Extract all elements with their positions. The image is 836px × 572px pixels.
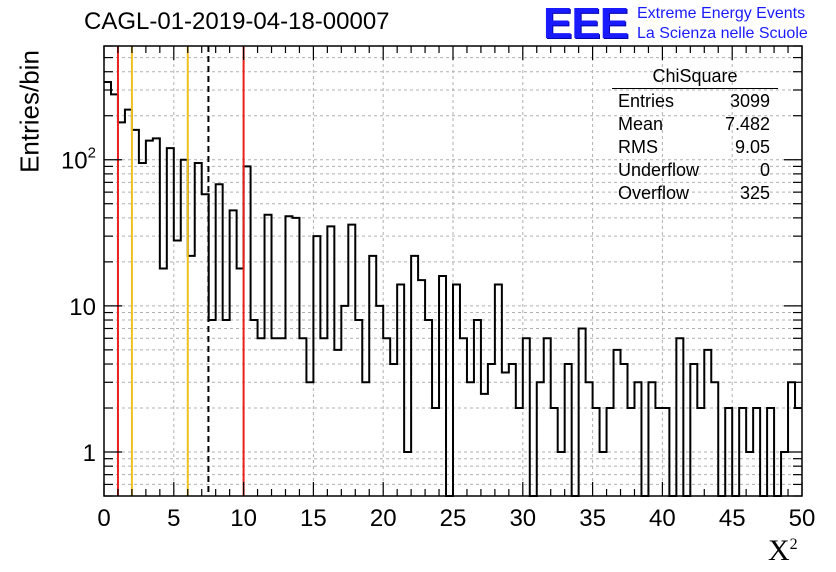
x-tick-label: 20	[370, 505, 397, 532]
y-tick-label: 10	[69, 294, 96, 321]
stats-row: RMS 9.05	[612, 136, 778, 159]
stats-label: Underflow	[618, 160, 700, 180]
x-tick-label: 35	[579, 505, 606, 532]
x-tick-label: 40	[649, 505, 676, 532]
x-tick-label: 45	[719, 505, 746, 532]
x-tick-label: 15	[300, 505, 327, 532]
x-tick-label: 25	[440, 505, 467, 532]
logo-line-1: Extreme Energy Events	[637, 5, 806, 22]
x-tick-label: 50	[789, 505, 816, 532]
y-axis-label: Entries/bin	[14, 50, 45, 173]
stats-row: Overflow 325	[612, 182, 778, 205]
stats-value: 3099	[729, 91, 770, 111]
eee-logo: EEE	[543, 0, 629, 48]
x-tick-labels: 0 5 10 15 20 25 30 35 40 45 50	[97, 505, 815, 532]
stats-row: Mean 7.482	[612, 113, 778, 136]
stats-label: RMS	[618, 137, 658, 157]
stats-label: Overflow	[618, 183, 690, 203]
x-tick-label: 10	[230, 505, 257, 532]
stats-label: Mean	[618, 114, 664, 134]
stats-box: ChiSquare Entries 3099 Mean 7.482 RMS 9.05 …	[612, 66, 778, 205]
x-axis-label-base: X	[768, 534, 790, 567]
logo-line-2: La Scienza nelle Scuole	[637, 25, 808, 42]
x-axis-label-superscript: 2	[789, 536, 798, 553]
marker-lines	[116, 46, 245, 496]
stats-value: 325	[739, 183, 770, 203]
x-tick-label: 30	[509, 505, 536, 532]
stats-label: Entries	[618, 91, 675, 111]
stats-value: 7.482	[724, 114, 770, 134]
stats-row: Entries 3099	[612, 90, 778, 113]
logo-text: Extreme Energy Events La Scienza nelle S…	[637, 4, 808, 44]
stats-title: ChiSquare	[612, 66, 778, 89]
y-tick-labels: 1 10 102	[61, 145, 96, 467]
x-axis-label: X2	[768, 534, 798, 568]
x-tick-label: 0	[97, 505, 110, 532]
y-tick-label: 1	[83, 440, 96, 467]
stats-row: Underflow 0	[612, 159, 778, 182]
chart-title: CAGL-01-2019-04-18-00007	[84, 8, 390, 35]
x-tick-label: 5	[167, 505, 180, 532]
y-tick-label: 102	[61, 145, 96, 175]
stats-value: 0	[759, 160, 770, 180]
stats-value: 9.05	[734, 137, 770, 157]
axis-ticks	[103, 45, 803, 497]
